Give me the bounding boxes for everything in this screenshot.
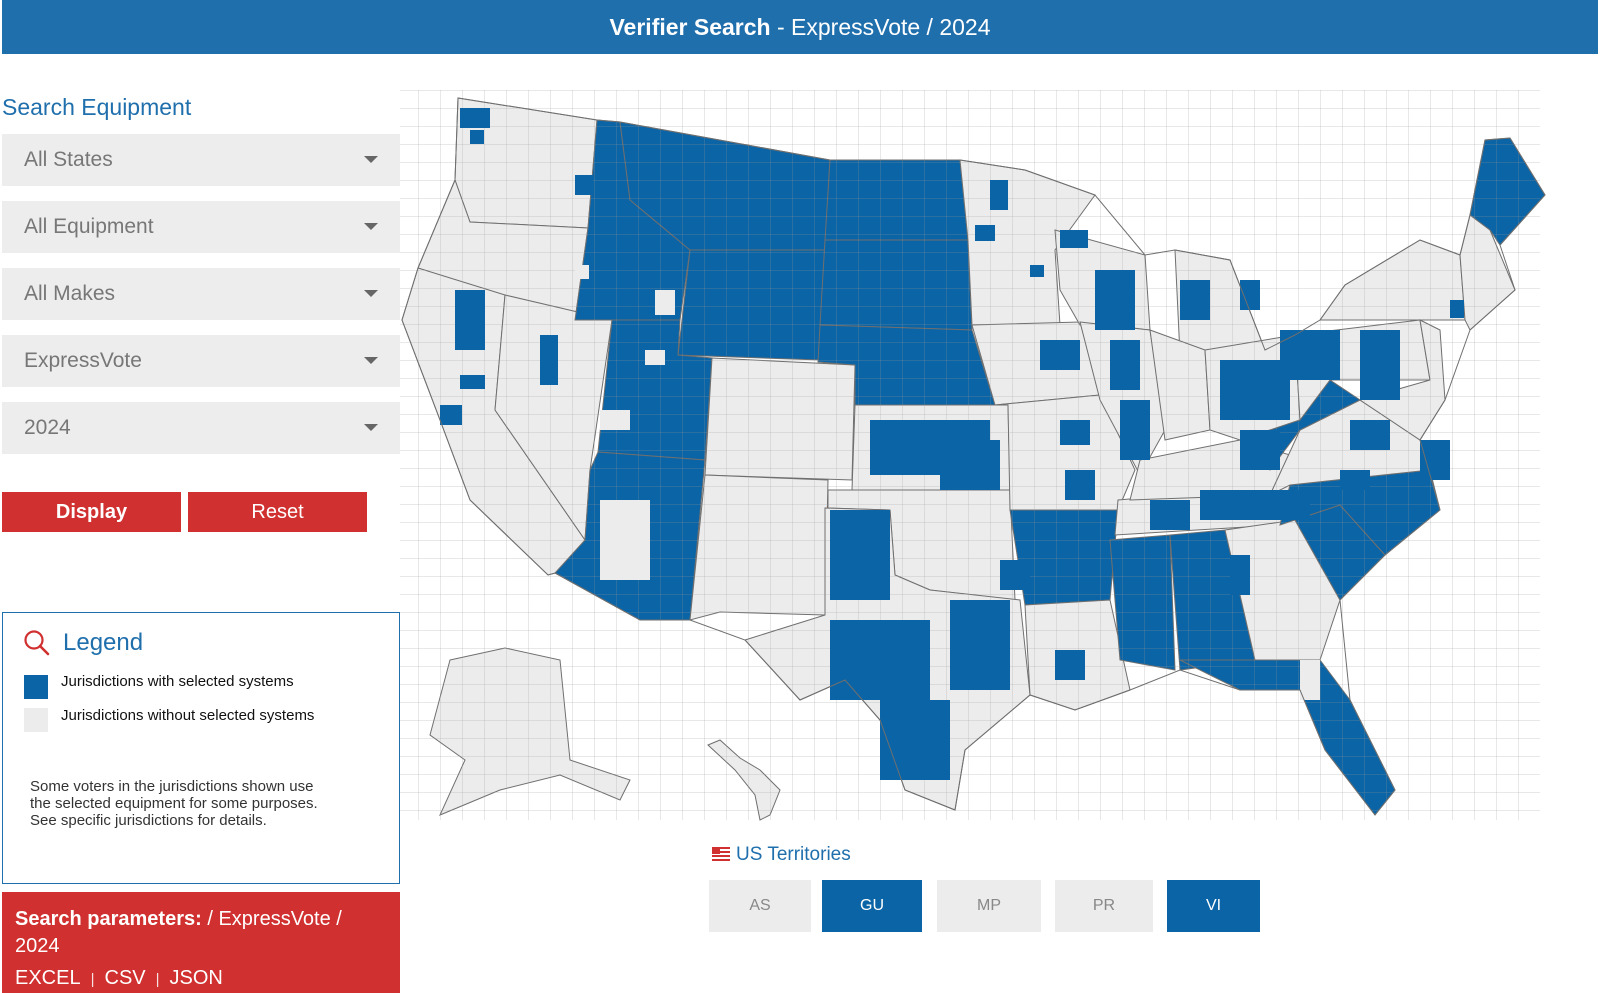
selected-counties [440,108,1464,780]
search-parameters-value: / ExpressVote / 2024 [15,908,342,957]
chevron-down-icon [364,424,378,431]
unselected-counties [575,265,1320,700]
equipment-select-value: All Equipment [24,215,154,238]
chevron-down-icon [364,156,378,163]
flag-icon [712,847,730,861]
display-button[interactable]: Display [2,492,181,532]
territories-title: US Territories [736,844,851,865]
make-select-value: All Makes [24,282,116,305]
legend-label-unselected: Jurisdictions without selected systems [61,707,315,724]
model-select-value: ExpressVote [24,349,142,372]
state-select[interactable]: All States [2,134,400,186]
chevron-down-icon [364,223,378,230]
territories-heading: US Territories [712,844,851,866]
export-json-link[interactable]: JSON [169,967,223,989]
search-sidebar: Search Equipment All States All Equipmen… [2,94,400,532]
export-csv-link[interactable]: CSV [104,967,146,989]
territory-pr-button[interactable]: PR [1055,880,1153,932]
reset-button[interactable]: Reset [188,492,367,532]
legend-panel: Legend Jurisdictions with selected syste… [2,612,400,884]
search-parameters-label: Search parameters: [15,908,202,930]
state-borders [401,97,1546,816]
search-parameters-panel: Search parameters: / ExpressVote / 2024 … [2,892,400,993]
legend-note: Some voters in the jurisdictions shown u… [30,778,318,829]
page-title: Verifier Search [609,14,771,40]
legend-swatch-selected [24,675,48,699]
territory-vi-button[interactable]: VI [1167,880,1260,932]
legend-label-selected: Jurisdictions with selected systems [61,673,294,690]
year-select-value: 2024 [24,416,71,439]
territory-gu-button[interactable]: GU [822,880,922,932]
chevron-down-icon [364,290,378,297]
territory-mp-button[interactable]: MP [937,880,1041,932]
us-map[interactable] [400,80,1550,830]
territory-as-button[interactable]: AS [709,880,811,932]
make-select[interactable]: All Makes [2,268,400,320]
model-select[interactable]: ExpressVote [2,335,400,387]
separator: | [90,971,95,988]
legend-swatch-unselected [24,708,48,732]
page-header: Verifier Search - ExpressVote / 2024 [2,0,1598,54]
search-icon [24,630,50,656]
separator: | [155,971,160,988]
search-heading: Search Equipment [2,94,192,120]
legend-title: Legend [63,629,144,656]
export-excel-link[interactable]: EXCEL [15,967,81,989]
state-select-value: All States [24,148,113,171]
chevron-down-icon [364,357,378,364]
equipment-select[interactable]: All Equipment [2,201,400,253]
year-select[interactable]: 2024 [2,402,400,454]
export-links: EXCEL | CSV | JSON [15,965,387,993]
page-subtitle: - ExpressVote / 2024 [770,14,991,40]
